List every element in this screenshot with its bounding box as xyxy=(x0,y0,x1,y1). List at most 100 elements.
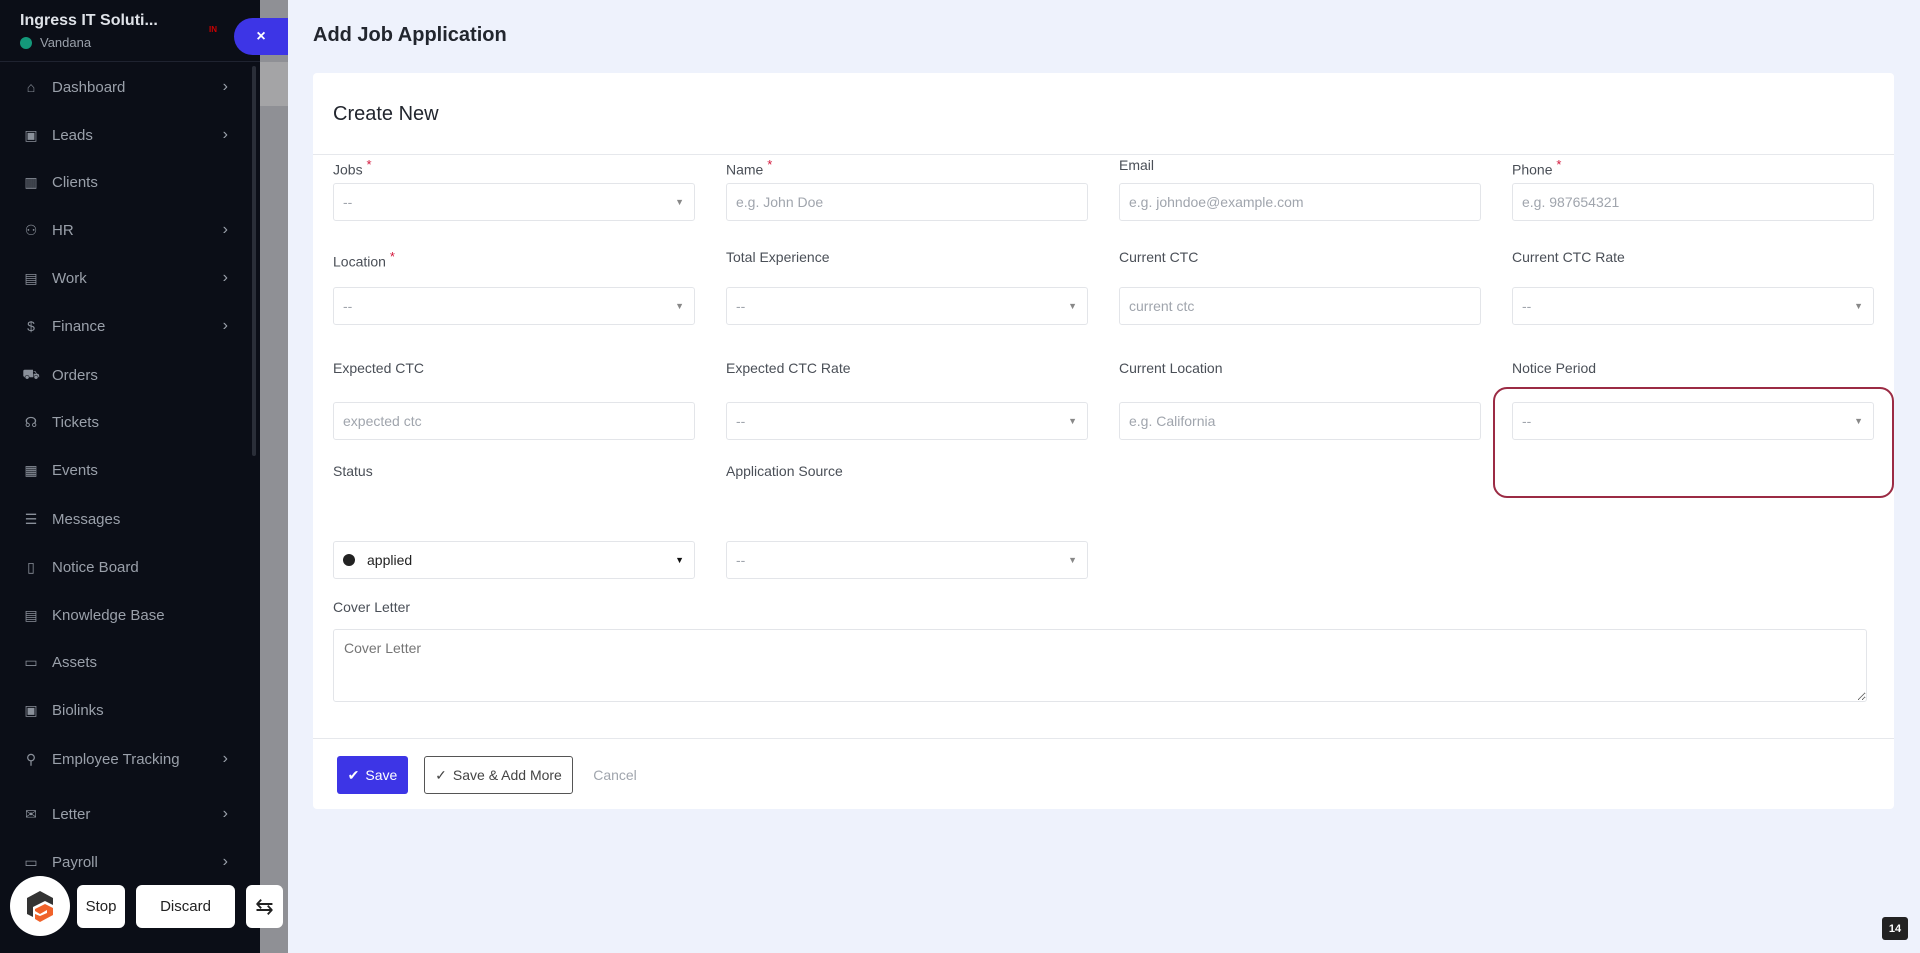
current-location-input[interactable]: e.g. California xyxy=(1119,402,1481,440)
current-location-label: Current Location xyxy=(1119,360,1223,376)
sidebar-item-work[interactable]: ▤ Work › xyxy=(0,258,250,298)
notice-period-select[interactable]: -- ▼ xyxy=(1512,402,1874,440)
chevron-right-icon: › xyxy=(222,269,228,286)
notice-period-highlight xyxy=(1493,387,1894,498)
hr-icon: ⚇ xyxy=(24,221,38,238)
jobs-select[interactable]: -- ▼ xyxy=(333,183,695,221)
sidebar-item-knowledge-base[interactable]: ▤ Knowledge Base xyxy=(0,595,250,635)
chevron-right-icon: › xyxy=(222,126,228,143)
total-experience-select[interactable]: -- ▼ xyxy=(726,287,1088,325)
phone-input[interactable]: e.g. 987654321 xyxy=(1512,183,1874,221)
messages-icon: ☰ xyxy=(24,510,38,527)
in-badge: IN xyxy=(209,25,217,34)
status-dot-icon xyxy=(343,554,355,566)
notice-board-icon: ▯ xyxy=(27,558,35,575)
stop-button[interactable]: Stop xyxy=(77,885,125,928)
sidebar-item-label: HR xyxy=(52,221,74,239)
sidebar-item-label: Notice Board xyxy=(52,558,139,576)
discard-button[interactable]: Discard xyxy=(136,885,235,928)
online-status-icon xyxy=(20,36,32,49)
leads-icon: ▣ xyxy=(24,126,38,143)
sidebar-item-label: Assets xyxy=(52,653,98,671)
total-experience-label: Total Experience xyxy=(726,249,830,265)
assets-icon: ▭ xyxy=(24,653,38,670)
form-card: Create New Jobs * -- ▼ Name * e.g. John Doe E… xyxy=(313,73,1894,809)
expected-ctc-rate-label: Expected CTC Rate xyxy=(726,360,851,376)
sidebar-item-tickets[interactable]: ☊ Tickets xyxy=(0,402,250,442)
overlay-strip xyxy=(260,0,288,953)
current-ctc-input[interactable]: current ctc xyxy=(1119,287,1481,325)
sidebar-item-biolinks[interactable]: ▣ Biolinks xyxy=(0,690,250,730)
clients-icon: ▥ xyxy=(24,173,38,190)
caret-down-icon: ▼ xyxy=(1068,301,1077,311)
chevron-right-icon: › xyxy=(222,853,228,870)
location-select[interactable]: -- ▼ xyxy=(333,287,695,325)
sidebar-item-label: Employee Tracking xyxy=(52,750,180,768)
email-label: Email xyxy=(1119,157,1155,173)
sidebar-item-label: Payroll xyxy=(52,853,98,871)
sidebar-item-messages[interactable]: ☰ Messages xyxy=(0,499,250,539)
status-label: Status xyxy=(333,463,373,479)
sidebar-item-finance[interactable]: $ Finance › xyxy=(0,306,250,346)
user-name: Vandana xyxy=(40,35,92,50)
caret-down-icon: ▼ xyxy=(1068,555,1077,565)
required-marker: * xyxy=(1556,157,1562,172)
double-check-icon: ✓ xyxy=(435,766,447,783)
name-input[interactable]: e.g. John Doe xyxy=(726,183,1088,221)
save-button[interactable]: ✔ Save xyxy=(337,756,408,794)
application-source-select[interactable]: -- ▼ xyxy=(726,541,1088,579)
notice-period-label: Notice Period xyxy=(1512,360,1597,376)
current-ctc-label: Current CTC xyxy=(1119,249,1199,265)
sidebar-item-label: Dashboard xyxy=(52,78,126,96)
save-and-add-more-button[interactable]: ✓ Save & Add More xyxy=(424,756,573,794)
name-label: Name * xyxy=(726,157,773,178)
jobs-label: Jobs * xyxy=(333,157,372,178)
phone-label: Phone * xyxy=(1512,157,1562,178)
status-select[interactable]: applied ▼ xyxy=(333,541,695,579)
location-label: Location * xyxy=(333,249,395,270)
sidebar-item-label: Work xyxy=(52,269,87,287)
orders-icon: ⛟ xyxy=(22,365,40,382)
sidebar-item-orders[interactable]: ⛟ Orders xyxy=(0,355,250,395)
knowledge-base-icon: ▤ xyxy=(24,606,38,623)
app-logo[interactable] xyxy=(10,876,70,936)
company-name[interactable]: Ingress IT Soluti... xyxy=(20,12,158,29)
cancel-button[interactable]: Cancel xyxy=(593,767,637,783)
sidebar-item-label: Tickets xyxy=(52,413,99,431)
sidebar-item-payroll[interactable]: ▭ Payroll › xyxy=(0,842,250,882)
chevron-right-icon: › xyxy=(222,317,228,334)
finance-icon: $ xyxy=(27,318,35,334)
sidebar-item-label: Leads xyxy=(52,126,93,144)
current-ctc-rate-label: Current CTC Rate xyxy=(1512,249,1625,265)
sidebar-item-employee-tracking[interactable]: ⚲ Employee Tracking › xyxy=(0,739,250,779)
payroll-icon: ▭ xyxy=(24,853,38,870)
employee-tracking-icon: ⚲ xyxy=(25,750,37,767)
page-badge: 14 xyxy=(1882,917,1908,940)
sidebar-item-label: Knowledge Base xyxy=(52,606,165,624)
sidebar-item-label: Events xyxy=(52,461,98,479)
email-input[interactable]: e.g. johndoe@example.com xyxy=(1119,183,1481,221)
swap-icon[interactable]: ⇆ xyxy=(246,885,283,928)
sidebar-item-dashboard[interactable]: ⌂ Dashboard › xyxy=(0,67,250,107)
caret-down-icon: ▼ xyxy=(675,197,684,207)
sidebar-item-hr[interactable]: ⚇ HR › xyxy=(0,210,250,250)
dashboard-icon: ⌂ xyxy=(26,79,36,95)
cover-letter-textarea[interactable] xyxy=(333,629,1867,702)
sidebar-item-clients[interactable]: ▥ Clients xyxy=(0,162,250,202)
sidebar-item-notice-board[interactable]: ▯ Notice Board xyxy=(0,547,250,587)
sidebar-item-label: Clients xyxy=(52,173,98,191)
sidebar-scrollbar[interactable] xyxy=(252,66,256,456)
sidebar-item-leads[interactable]: ▣ Leads › xyxy=(0,115,250,155)
required-marker: * xyxy=(366,157,372,172)
sidebar-item-events[interactable]: ▦ Events xyxy=(0,450,250,490)
caret-down-icon: ▼ xyxy=(1854,301,1863,311)
work-icon: ▤ xyxy=(24,269,38,286)
letter-icon: ✉ xyxy=(25,805,37,822)
events-icon: ▦ xyxy=(24,461,38,478)
sidebar-item-letter[interactable]: ✉ Letter › xyxy=(0,794,250,834)
sidebar-item-assets[interactable]: ▭ Assets xyxy=(0,642,250,682)
expected-ctc-rate-select[interactable]: -- ▼ xyxy=(726,402,1088,440)
close-sidebar-button[interactable]: × xyxy=(234,18,288,55)
expected-ctc-input[interactable]: expected ctc xyxy=(333,402,695,440)
current-ctc-rate-select[interactable]: -- ▼ xyxy=(1512,287,1874,325)
